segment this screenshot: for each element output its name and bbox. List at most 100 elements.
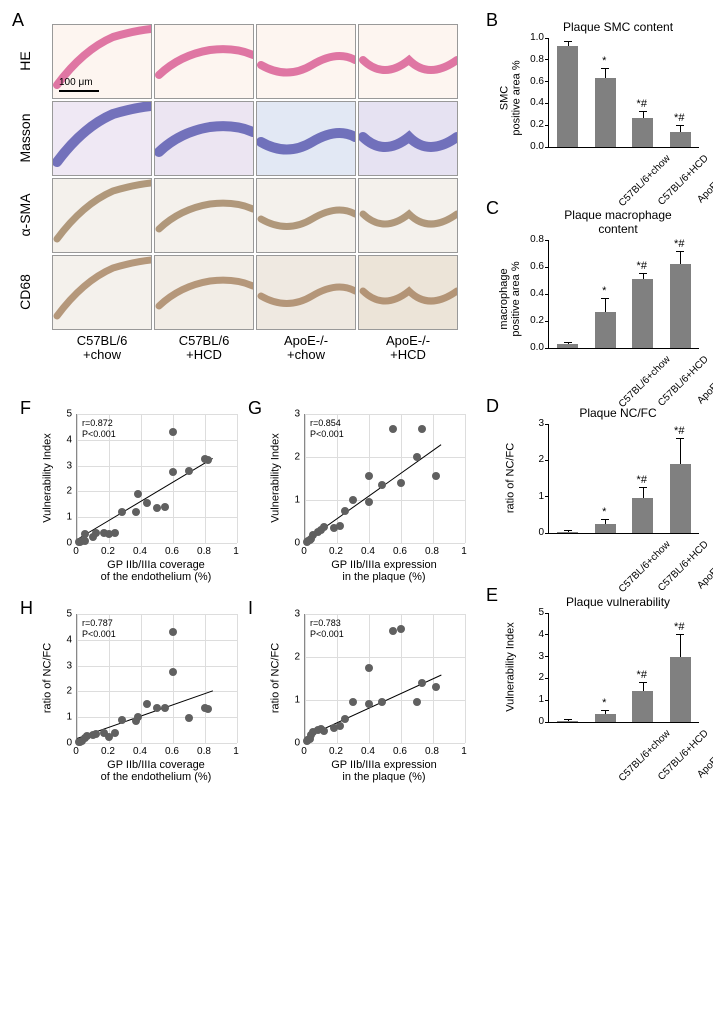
gridline-v — [401, 614, 402, 743]
data-point — [134, 490, 142, 498]
error-bar — [568, 531, 569, 532]
significance-marker: *# — [669, 425, 689, 437]
stat-line: r=0.787 — [82, 618, 116, 629]
significance-marker: *# — [632, 669, 652, 681]
gridline-v — [77, 414, 78, 543]
xtick-label: 0.6 — [393, 546, 407, 557]
bar — [557, 344, 578, 348]
data-point — [341, 715, 349, 723]
data-point — [349, 698, 357, 706]
data-point — [204, 456, 212, 464]
error-cap — [601, 68, 609, 69]
error-cap — [639, 273, 647, 274]
bar — [670, 132, 691, 147]
data-point — [378, 698, 386, 706]
gridline-h — [77, 614, 237, 615]
gridline-v — [141, 414, 142, 543]
gridline-v — [465, 414, 466, 543]
stat-line: r=0.872 — [82, 418, 116, 429]
histology-micrograph — [52, 178, 152, 253]
stat-line: P<0.001 — [310, 629, 344, 640]
data-point — [132, 508, 140, 516]
xtick-label: 0.8 — [425, 746, 439, 757]
gridline-v — [465, 614, 466, 743]
ytick — [545, 700, 549, 701]
ytick — [545, 321, 549, 322]
ytick-label: 4 — [520, 629, 544, 640]
ytick-label: 0 — [58, 538, 72, 549]
data-point — [185, 467, 193, 475]
error-bar — [568, 42, 569, 45]
ytick-label: 1.0 — [520, 32, 544, 43]
y-axis-label: ratio of NC/FC — [504, 423, 516, 532]
ytick-label: 0.2 — [520, 315, 544, 326]
significance-marker: * — [594, 55, 614, 67]
error-cap — [564, 41, 572, 42]
error-cap — [564, 719, 572, 720]
data-point — [320, 727, 328, 735]
xlabel-line: GP IIb/IIIa expression — [304, 559, 464, 571]
plot-area — [548, 38, 699, 148]
error-bar — [643, 488, 644, 499]
error-bar — [605, 520, 606, 524]
chart-title: Plaque macrophagecontent — [533, 208, 703, 236]
data-point — [336, 522, 344, 530]
xtick-label: 0.8 — [197, 546, 211, 557]
chart-title-line: Plaque vulnerability — [533, 595, 703, 609]
bar-chart-panelC: Plaque macrophagecontentmacrophagepositi… — [508, 208, 703, 396]
data-point — [341, 507, 349, 515]
histology-micrograph — [52, 101, 152, 176]
xtick-label: 0 — [301, 746, 307, 757]
ytick-label: 2 — [58, 486, 72, 497]
ytick-label: 4 — [58, 434, 72, 445]
error-bar — [605, 711, 606, 714]
error-bar — [568, 720, 569, 721]
correlation-stats: r=0.787P<0.001 — [82, 618, 116, 640]
x-category-label: C57BL/6+chow — [601, 728, 672, 799]
stat-line: P<0.001 — [310, 429, 344, 440]
ylabel-line: macrophage — [498, 245, 510, 353]
ytick-label: 3 — [58, 460, 72, 471]
data-point — [161, 503, 169, 511]
data-point — [389, 425, 397, 433]
ytick-label: 0.4 — [520, 97, 544, 108]
significance-marker: *# — [669, 238, 689, 250]
plot-area — [548, 240, 699, 349]
y-axis-label: Vulnerability Index — [41, 413, 53, 542]
data-point — [153, 504, 161, 512]
xtick-label: 0.2 — [101, 546, 115, 557]
xlabel-line: of the endothelium (%) — [76, 571, 236, 583]
plot-area — [548, 424, 699, 534]
y-axis-label: Vulnerability Index — [504, 612, 516, 721]
histology-micrograph — [154, 255, 254, 330]
significance-marker: * — [594, 506, 614, 518]
gridline-v — [205, 414, 206, 543]
ytick — [545, 722, 549, 723]
x-axis-label: GP IIb/IIIa expressionin the plaque (%) — [304, 759, 464, 783]
panel-label-f: F — [20, 398, 31, 419]
xtick-label: 0.4 — [133, 746, 147, 757]
bar — [632, 279, 653, 348]
histology-row-label: HE — [17, 31, 33, 91]
error-bar — [680, 126, 681, 131]
bar — [595, 714, 616, 722]
xtick-label: 0.4 — [361, 546, 375, 557]
ytick — [545, 348, 549, 349]
data-point — [81, 537, 89, 545]
gridline-v — [237, 614, 238, 743]
data-point — [389, 627, 397, 635]
significance-marker: *# — [632, 474, 652, 486]
ytick-label: 0 — [286, 738, 300, 749]
histology-micrograph — [256, 24, 356, 99]
error-cap — [601, 710, 609, 711]
scale-bar-label: 100 μm — [59, 77, 93, 88]
ytick-label: 0 — [58, 738, 72, 749]
histology-micrograph — [154, 178, 254, 253]
stat-line: r=0.854 — [310, 418, 344, 429]
chart-title: Plaque vulnerability — [533, 595, 703, 609]
scatter-panelH: 01234500.20.40.60.81ratio of NC/FCGP IIb… — [42, 610, 242, 785]
bar — [557, 532, 578, 533]
data-point — [204, 705, 212, 713]
ytick-label: 1 — [58, 512, 72, 523]
ytick-label: 0.8 — [520, 54, 544, 65]
